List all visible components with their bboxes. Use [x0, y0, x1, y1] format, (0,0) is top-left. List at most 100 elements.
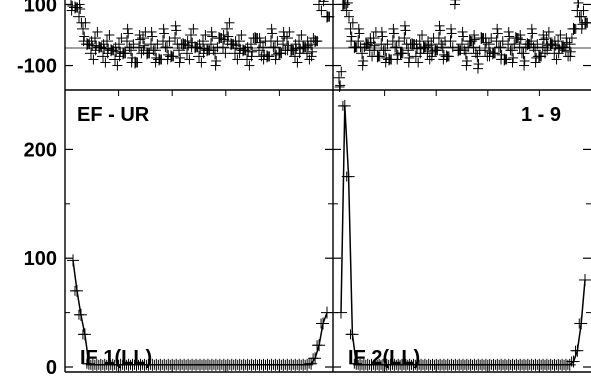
amplitude-left-point — [77, 329, 88, 340]
phase-left-point — [92, 26, 103, 37]
phase-right-point — [436, 41, 449, 54]
phase-left-point — [159, 28, 170, 39]
phase-left-point — [123, 28, 134, 39]
phase-right-point — [494, 41, 507, 54]
amplitude-right-point — [566, 356, 577, 367]
phase-right-point — [400, 25, 411, 36]
phase-right-point — [390, 41, 403, 54]
phase-left-point — [255, 37, 266, 48]
amplitude-left-point — [316, 318, 327, 329]
phase-right-point — [347, 17, 358, 28]
phase-left-point — [181, 47, 193, 60]
phase-left-point — [193, 50, 205, 63]
phase-left-point — [118, 48, 129, 59]
phase-left-point — [301, 47, 313, 60]
phase-right-point — [450, 0, 461, 5]
phase-right-point — [456, 38, 468, 51]
phase-right-point — [555, 30, 566, 40]
phase-right-point — [529, 44, 542, 57]
panel-bottom-label: IF 2(LL) — [348, 347, 420, 369]
phase-left-point — [306, 51, 317, 62]
phase-left-point — [262, 51, 273, 62]
phase-left-point — [211, 55, 222, 66]
phase-left-point — [277, 38, 289, 51]
phase-left-point — [74, 0, 85, 10]
phase-left-point — [70, 0, 72, 5]
phase-left-point — [218, 30, 229, 40]
phase-right-point — [376, 26, 387, 37]
phase-right-point — [563, 38, 576, 51]
phase-left-point — [284, 26, 295, 37]
amplitude-left-point — [67, 254, 79, 267]
phase-right-point — [471, 50, 484, 63]
phase-left-point — [139, 40, 150, 51]
phase-left-point — [146, 26, 157, 37]
amplitude-right-point — [579, 273, 591, 286]
phase-left-point — [319, 0, 321, 2]
phase-right-point — [354, 28, 365, 39]
panel-bottom-label: IF 1(LL) — [80, 347, 152, 369]
phase-right-point — [426, 51, 437, 62]
phase-right-point — [527, 28, 538, 39]
phase-right-point — [458, 31, 469, 42]
phase-right-point — [578, 5, 589, 16]
phase-left-point — [269, 41, 281, 54]
phase-left-point — [292, 57, 303, 68]
phase-left-point — [169, 32, 181, 45]
phase-left-point — [122, 23, 133, 34]
phase-right-point — [503, 26, 514, 37]
phase-left-point — [75, 4, 86, 15]
phase-left-point — [205, 38, 217, 51]
phase-left-point — [149, 44, 161, 57]
phase-left-point — [170, 20, 181, 31]
phase-right-point — [373, 51, 384, 62]
phase-left-point — [274, 48, 285, 59]
phase-left-point — [241, 53, 253, 66]
phase-left-point — [246, 51, 257, 62]
phase-left-point — [217, 41, 229, 54]
phase-left-point — [142, 48, 153, 59]
phase-right-point — [459, 47, 472, 60]
phase-right-point — [465, 36, 476, 47]
phase-left-point — [289, 50, 301, 63]
phase-right-point — [525, 35, 538, 48]
phase-left-point — [279, 31, 290, 42]
phase-right-point — [526, 23, 537, 34]
phase-right-point — [358, 55, 369, 66]
phase-right-point — [404, 52, 415, 63]
phase-left-point — [135, 34, 146, 45]
phase-right-point — [434, 20, 445, 31]
phase-left-point — [197, 35, 209, 48]
phase-left-point — [224, 17, 235, 28]
phase-right-point — [561, 37, 572, 48]
phase-left-point — [89, 32, 101, 45]
y-tick-label: -100 — [17, 56, 57, 78]
amplitude-left-point — [73, 309, 84, 320]
phase-right-point — [335, 80, 346, 91]
phase-right-point — [367, 32, 380, 45]
phase-right-point — [553, 48, 564, 59]
data-marks — [66, 0, 591, 371]
phase-left-point — [221, 22, 233, 35]
phase-left-point — [184, 54, 195, 65]
phase-left-point — [166, 51, 177, 62]
phase-left-point — [286, 45, 297, 56]
phase-left-point — [254, 33, 265, 44]
phase-right-point — [396, 48, 407, 59]
phase-right-point — [333, 71, 345, 84]
phase-left-point — [266, 23, 277, 34]
phase-left-point — [175, 52, 186, 63]
amplitude-right-point — [570, 345, 581, 356]
phase-left-point — [109, 53, 121, 66]
phase-right-point — [340, 4, 353, 17]
phase-right-point — [559, 44, 572, 57]
phase-right-point — [369, 45, 380, 56]
phase-left-point — [244, 60, 255, 71]
phase-right-point — [575, 10, 588, 23]
phase-left-point — [200, 30, 211, 40]
phase-left-point — [77, 22, 89, 35]
phase-left-point — [206, 26, 217, 37]
phase-right-point — [508, 52, 519, 63]
phase-right-point — [519, 60, 530, 71]
phase-right-point — [413, 57, 424, 68]
